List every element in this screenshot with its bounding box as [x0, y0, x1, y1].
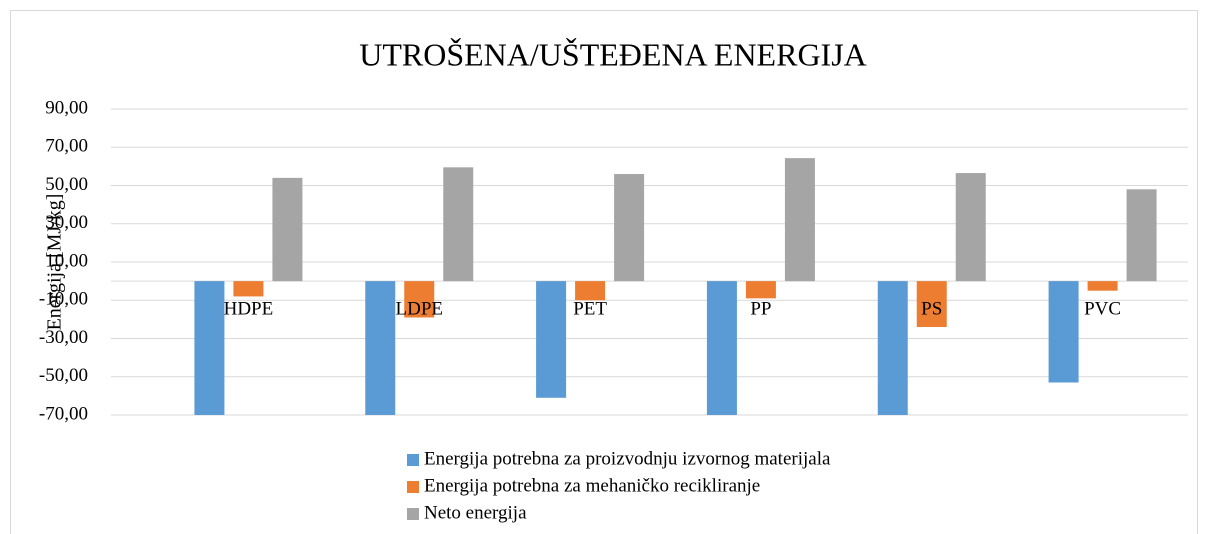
bar: [404, 281, 435, 318]
x-tick-label: PET: [573, 298, 607, 319]
x-tick-label: HDPE: [224, 298, 274, 319]
y-tick-label: 70,00: [45, 136, 88, 157]
chart-title: UTROŠENA/UŠTEĐENA ENERGIJA: [359, 36, 867, 72]
bar: [1126, 189, 1157, 282]
x-tick-label: PP: [750, 298, 771, 319]
y-tick-label: -50,00: [39, 365, 88, 386]
y-axis-label: Energija [MJ/kg]: [44, 194, 66, 331]
y-tick-label: -30,00: [39, 327, 88, 348]
y-tick-label: 50,00: [45, 174, 88, 195]
bar: [194, 281, 225, 415]
legend-swatch: [407, 454, 419, 466]
y-tick-label: -10,00: [39, 289, 88, 310]
legend-label: Neto energija: [424, 502, 527, 523]
x-tick-label: PS: [921, 298, 942, 319]
x-tick-label: PVC: [1084, 298, 1121, 319]
bar: [706, 281, 737, 415]
bar: [1048, 281, 1079, 383]
bar: [745, 281, 776, 299]
bar: [365, 281, 396, 415]
y-tick-label: 30,00: [45, 212, 88, 233]
bar: [614, 174, 645, 282]
legend-swatch: [407, 481, 419, 493]
y-tick-label: 90,00: [45, 97, 88, 118]
bar: [443, 167, 474, 282]
y-tick-label: -70,00: [39, 403, 88, 424]
legend-swatch: [407, 508, 419, 520]
bar: [575, 281, 606, 301]
bar: [955, 173, 986, 282]
chart-border: [10, 10, 1198, 534]
bar: [877, 281, 908, 415]
bar: [536, 281, 567, 398]
bar: [233, 281, 264, 297]
bar: [784, 158, 815, 282]
bar: [916, 281, 947, 328]
y-tick-label: 10,00: [45, 250, 88, 271]
x-tick-label: LDPE: [396, 298, 444, 319]
legend-label: Energija potrebna za proizvodnju izvorno…: [424, 448, 831, 469]
legend-label: Energija potrebna za mehaničko reciklira…: [424, 475, 760, 496]
bar: [1087, 281, 1118, 291]
bar: [272, 177, 303, 282]
